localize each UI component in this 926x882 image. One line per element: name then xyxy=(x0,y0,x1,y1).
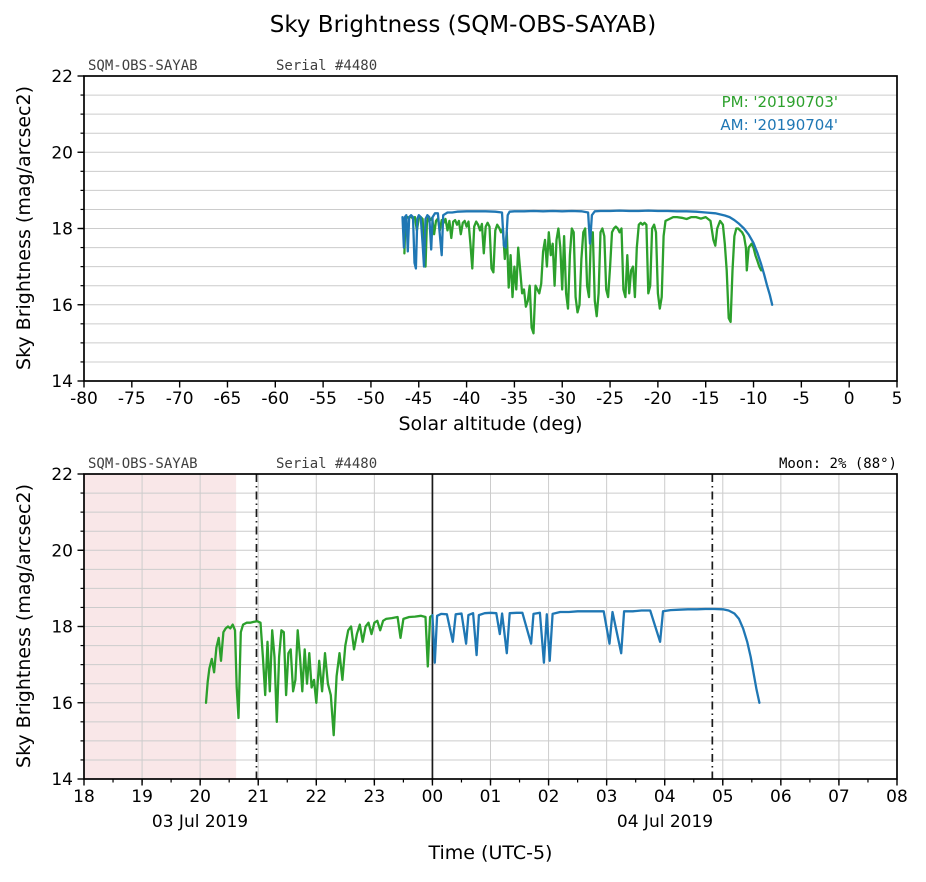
y-tick-label: 22 xyxy=(51,67,73,87)
x-tick-label: -5 xyxy=(793,389,810,409)
y-tick-label: 16 xyxy=(51,694,73,714)
x-tick-label: 07 xyxy=(828,787,850,807)
y-tick-label: 14 xyxy=(51,770,73,790)
bottom-header-serial: Serial #4480 xyxy=(276,456,378,472)
top-x-axis-label: Solar altitude (deg) xyxy=(398,413,583,435)
figure-title: Sky Brightness (SQM-OBS-SAYAB) xyxy=(269,12,657,38)
y-tick-label: 16 xyxy=(51,296,73,316)
y-tick-label: 20 xyxy=(51,143,73,163)
pm-series-line xyxy=(204,613,434,737)
x-tick-label: -60 xyxy=(261,389,289,409)
x-tick-label: 03 xyxy=(596,787,618,807)
x-tick-label: 22 xyxy=(305,787,327,807)
x-tick-label: 0 xyxy=(844,389,855,409)
x-tick-label: 23 xyxy=(364,787,386,807)
x-tick-label: 04 xyxy=(654,787,676,807)
x-tick-label: 02 xyxy=(538,787,560,807)
x-tick-label: -10 xyxy=(740,389,768,409)
x-tick-label: 00 xyxy=(422,787,444,807)
y-tick-label: 22 xyxy=(51,465,73,485)
x-tick-label: 06 xyxy=(770,787,792,807)
am-series-line xyxy=(401,209,774,306)
y-tick-label: 20 xyxy=(51,541,73,561)
x-tick-label: 21 xyxy=(247,787,269,807)
x-tick-label: 08 xyxy=(886,787,908,807)
x-tick-label: -25 xyxy=(596,389,624,409)
y-tick-label: 14 xyxy=(51,372,73,392)
x-tick-label: 20 xyxy=(189,787,211,807)
x-tick-label: 5 xyxy=(892,389,903,409)
top-header-serial: Serial #4480 xyxy=(276,58,378,74)
top-header-station: SQM-OBS-SAYAB xyxy=(88,58,198,74)
x-tick-label: -15 xyxy=(692,389,720,409)
x-tick-label: -80 xyxy=(70,389,98,409)
am-series-line xyxy=(431,607,761,704)
y-tick-label: 18 xyxy=(51,220,73,240)
x-tick-label: 05 xyxy=(712,787,734,807)
x-tick-label: -70 xyxy=(166,389,194,409)
date-label-03-jul: 03 Jul 2019 xyxy=(151,812,249,832)
moon-phase-label: Moon: 2% (88°) xyxy=(778,456,897,472)
legend: PM: '20190703' AM: '20190704' xyxy=(720,91,838,137)
bottom-y-axis-label: Sky Brightness (mag/arcsec2) xyxy=(13,484,35,768)
x-tick-label: -45 xyxy=(405,389,433,409)
bottom-x-axis-label: Time (UTC-5) xyxy=(428,842,553,864)
x-tick-label: -20 xyxy=(644,389,672,409)
y-tick-label: 18 xyxy=(51,618,73,638)
x-tick-label: -55 xyxy=(309,389,337,409)
x-tick-label: -35 xyxy=(501,389,529,409)
x-tick-label: 01 xyxy=(480,787,502,807)
pm-series-line xyxy=(403,215,763,335)
x-tick-label: -75 xyxy=(118,389,146,409)
x-tick-label: -65 xyxy=(214,389,242,409)
top-y-axis-label: Sky Brightness (mag/arcsec2) xyxy=(13,86,35,370)
bottom-header-station: SQM-OBS-SAYAB xyxy=(88,456,198,472)
legend-pm-entry: PM: '20190703' xyxy=(721,93,838,111)
x-tick-label: -40 xyxy=(453,389,481,409)
legend-am-entry: AM: '20190704' xyxy=(720,116,838,134)
date-label-04-jul: 04 Jul 2019 xyxy=(616,812,714,832)
x-tick-label: -50 xyxy=(357,389,385,409)
x-tick-label: 18 xyxy=(73,787,95,807)
x-tick-label: -30 xyxy=(548,389,576,409)
x-tick-label: 19 xyxy=(131,787,153,807)
